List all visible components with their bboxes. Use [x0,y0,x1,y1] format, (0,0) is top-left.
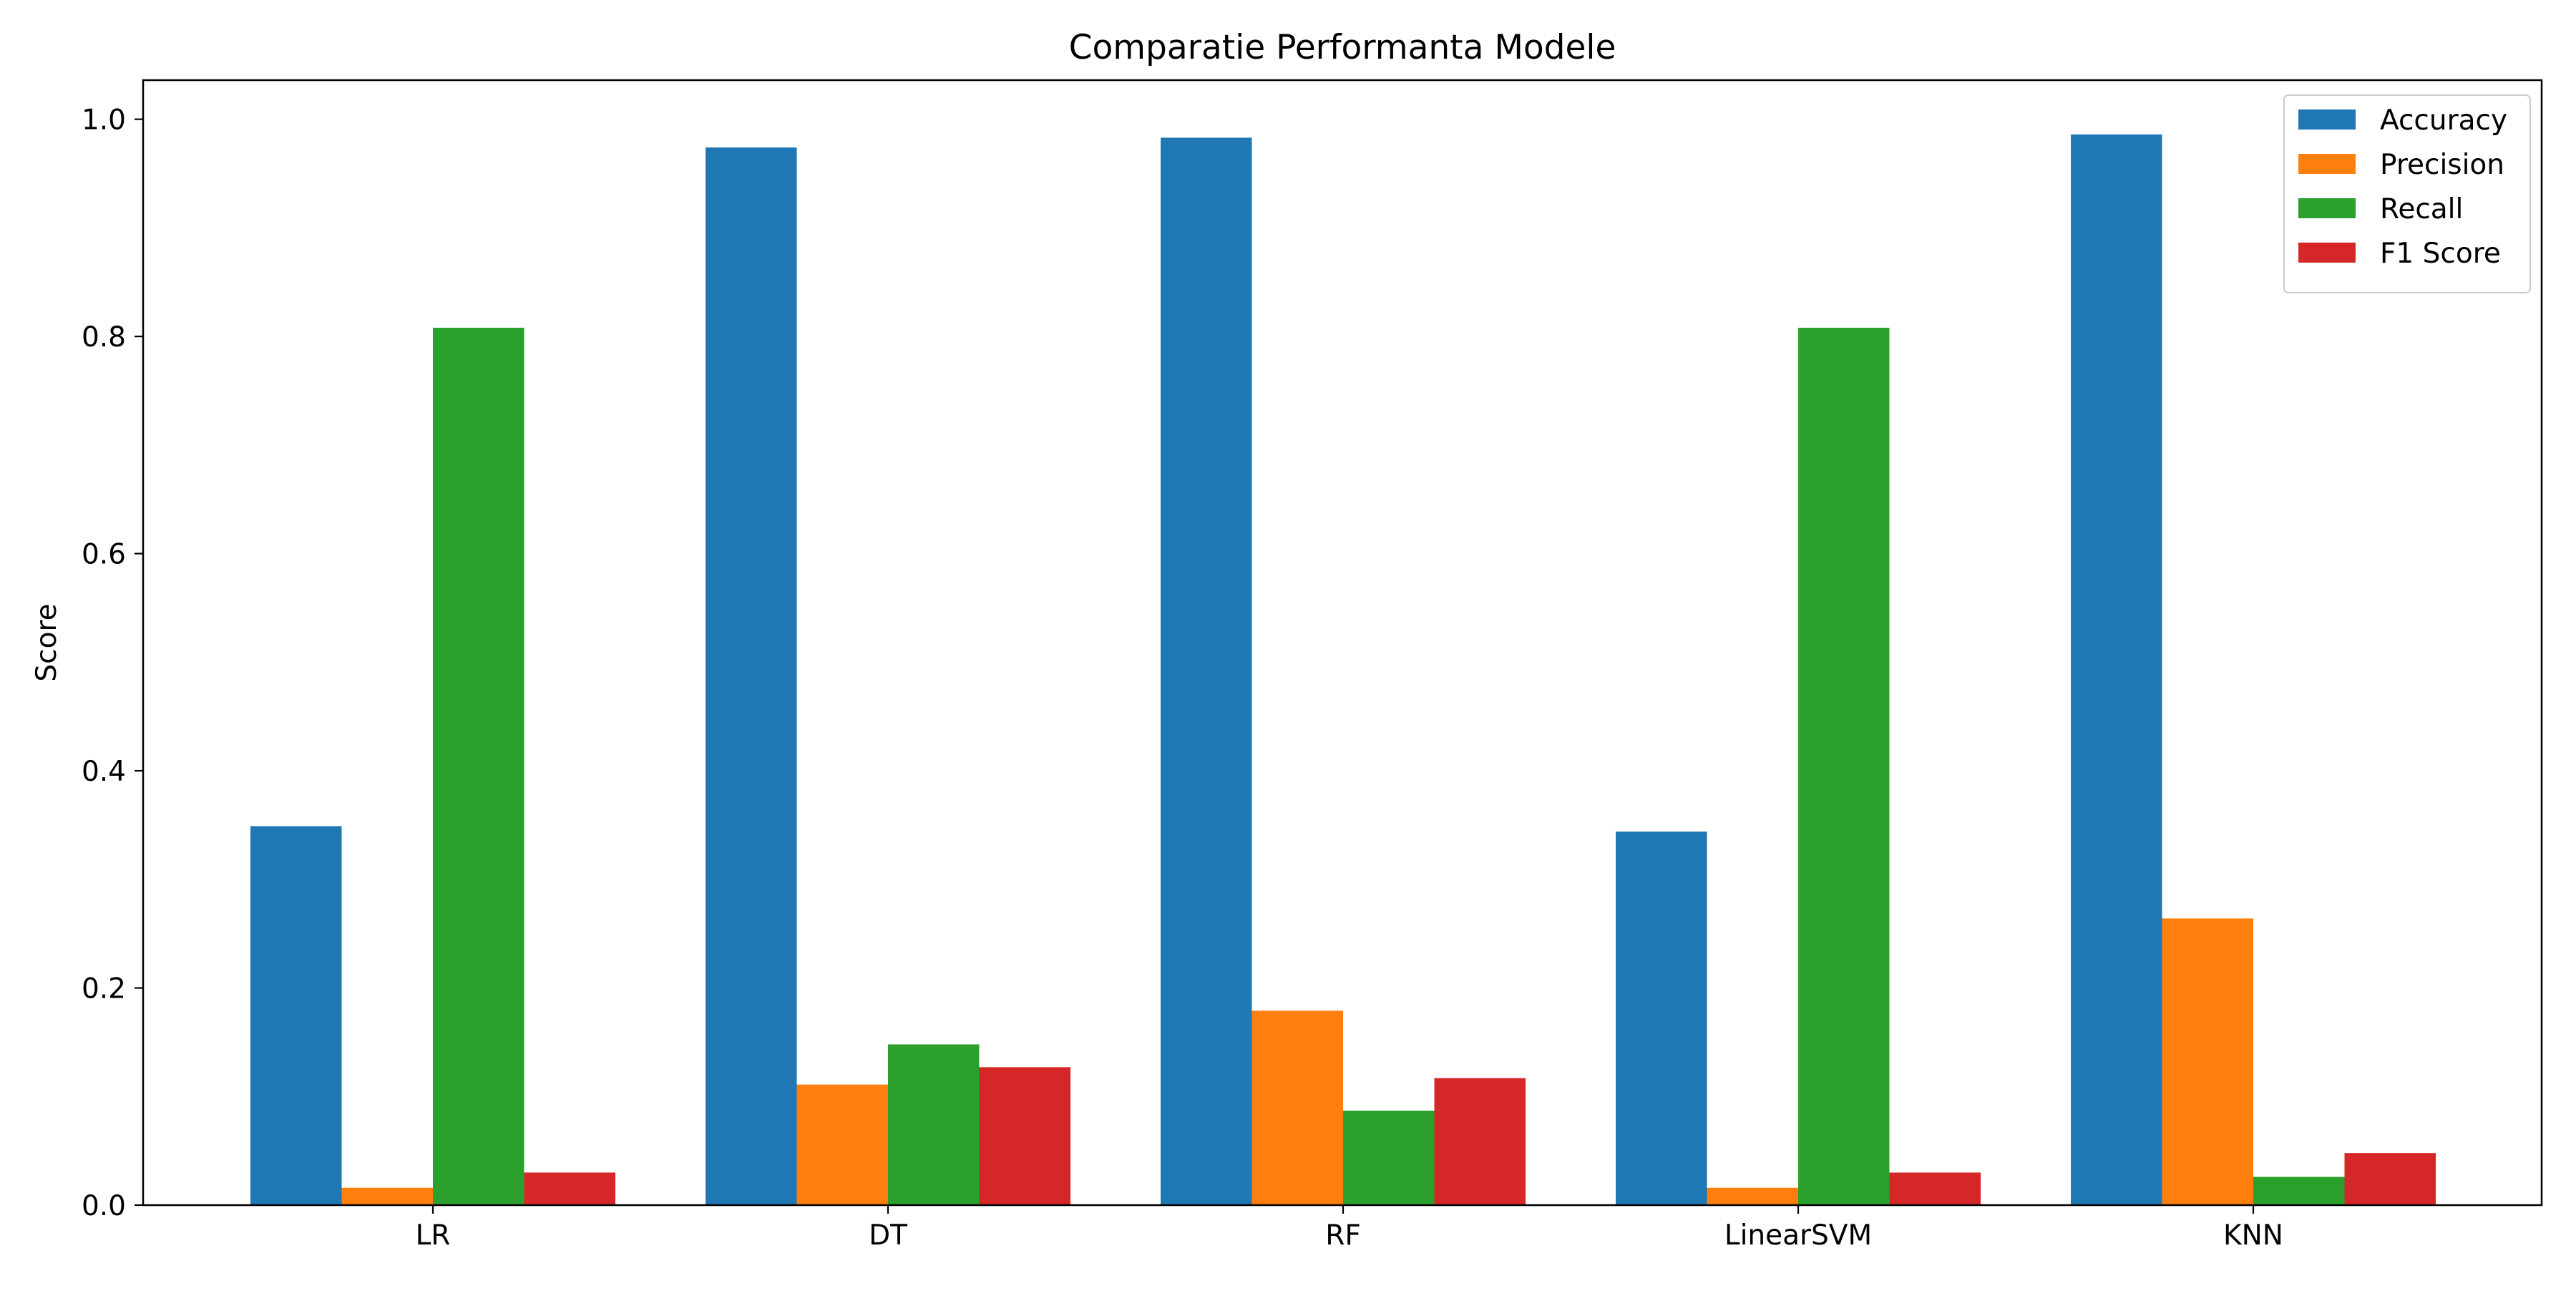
x-tick-label: KNN [2223,1219,2283,1252]
bar-accuracy-dt [706,147,797,1206]
bar-precision-linearsvm [1707,1187,1798,1205]
x-tick-label: RF [1325,1219,1361,1252]
bar-f1-score-rf [1434,1078,1526,1205]
bar-f1-score-dt [979,1067,1070,1205]
bar-precision-lr [341,1187,433,1205]
bar-recall-dt [888,1044,980,1205]
bar-f1-score-knn [2344,1153,2436,1205]
legend-label-recall: Recall [2380,193,2463,225]
legend-swatch-accuracy [2298,109,2356,130]
bar-accuracy-rf [1161,137,1252,1205]
legend-swatch-recall [2298,198,2356,218]
legend-label-accuracy: Accuracy [2380,104,2507,137]
legend-label-precision: Precision [2380,149,2504,181]
bar-f1-score-lr [524,1172,615,1205]
chart-title: Comparatie Performanta Modele [1069,28,1616,67]
x-tick-label: DT [869,1219,907,1252]
legend-swatch-precision [2298,154,2356,174]
legend: Accuracy Precision Recall F1 Score [2283,94,2531,293]
y-axis-label: Score [31,603,63,681]
bar-accuracy-knn [2071,134,2162,1205]
y-tick-label: 0.8 [82,321,126,354]
ticks-layer: LR DT RF LinearSVM KNN 0.0 0.2 0.4 0.6 0.8 1.0 [82,104,2283,1252]
bar-precision-rf [1252,1010,1343,1205]
y-tick-label: 1.0 [82,104,126,137]
legend-swatch-f1-score [2298,243,2356,263]
bar-recall-lr [433,327,525,1206]
bar-recall-knn [2253,1176,2345,1205]
bar-recall-linearsvm [1798,327,1890,1206]
y-tick-label: 0.6 [82,539,126,571]
legend-label-f1-score: F1 Score [2380,238,2501,270]
bar-precision-dt [796,1084,888,1205]
plot-frame [142,79,2543,1207]
bar-recall-rf [1343,1110,1435,1205]
y-tick-label: 0.4 [82,756,126,788]
bar-precision-knn [2162,918,2253,1205]
bar-accuracy-linearsvm [1616,832,1707,1205]
x-tick-label: LR [416,1219,451,1252]
x-tick-label: LinearSVM [1724,1219,1872,1252]
y-tick-label: 0.0 [82,1190,126,1222]
y-tick-label: 0.2 [82,973,126,1005]
bar-accuracy-lr [250,826,342,1205]
bar-f1-score-linearsvm [1889,1172,1981,1205]
bars-layer [250,134,2436,1206]
